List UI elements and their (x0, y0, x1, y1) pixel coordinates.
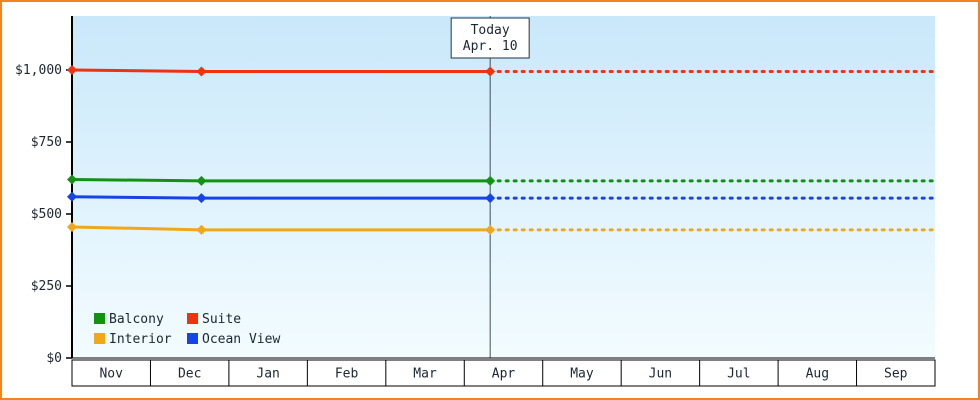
today-label-line1: Today (471, 23, 510, 38)
legend-label-balcony: Balcony (109, 312, 164, 327)
data-point-marker-balcony (485, 175, 496, 186)
month-label: Feb (335, 367, 359, 382)
month-label: May (570, 367, 594, 382)
data-point-marker-balcony (67, 174, 77, 185)
month-label: Mar (413, 367, 437, 382)
data-point-marker-interior (67, 221, 77, 232)
data-point-marker-ocean-view (67, 191, 77, 202)
data-point-marker-suite (485, 66, 496, 77)
legend-swatch-ocean-view (187, 333, 198, 344)
y-tick-label: $0 (46, 351, 62, 366)
data-point-marker-interior (196, 224, 207, 235)
today-label-line2: Apr. 10 (463, 39, 518, 54)
data-point-marker-suite (67, 65, 77, 75)
legend-label-ocean-view: Ocean View (202, 332, 280, 347)
data-point-marker-suite (196, 66, 207, 77)
y-tick-label: $1,000 (15, 63, 62, 78)
data-point-marker-ocean-view (485, 193, 496, 204)
legend-swatch-interior (94, 333, 105, 344)
y-tick-label: $750 (31, 135, 62, 150)
legend-label-interior: Interior (109, 332, 172, 347)
plot-background (72, 16, 935, 358)
data-point-marker-interior (485, 224, 496, 235)
today-label-box (450, 17, 530, 59)
month-axis-row (71, 359, 936, 387)
series-line-suite (71, 68, 491, 73)
data-point-marker-balcony (196, 175, 207, 186)
y-tick-label: $500 (31, 207, 62, 222)
month-label: Aug (806, 367, 829, 382)
month-label: Sep (884, 367, 908, 382)
series-line-balcony (71, 177, 491, 183)
month-label: Jun (649, 367, 672, 382)
series-line-ocean-view (71, 195, 491, 200)
month-label: Apr (492, 367, 516, 382)
data-point-marker-ocean-view (196, 193, 207, 204)
legend-label-suite: Suite (202, 312, 241, 327)
month-label: Jul (727, 367, 750, 382)
y-tick-label: $250 (31, 279, 62, 294)
month-label: Nov (99, 367, 123, 382)
month-label: Jan (256, 367, 279, 382)
legend-swatch-suite (187, 313, 198, 324)
month-label: Dec (178, 367, 201, 382)
legend-swatch-balcony (94, 313, 105, 324)
